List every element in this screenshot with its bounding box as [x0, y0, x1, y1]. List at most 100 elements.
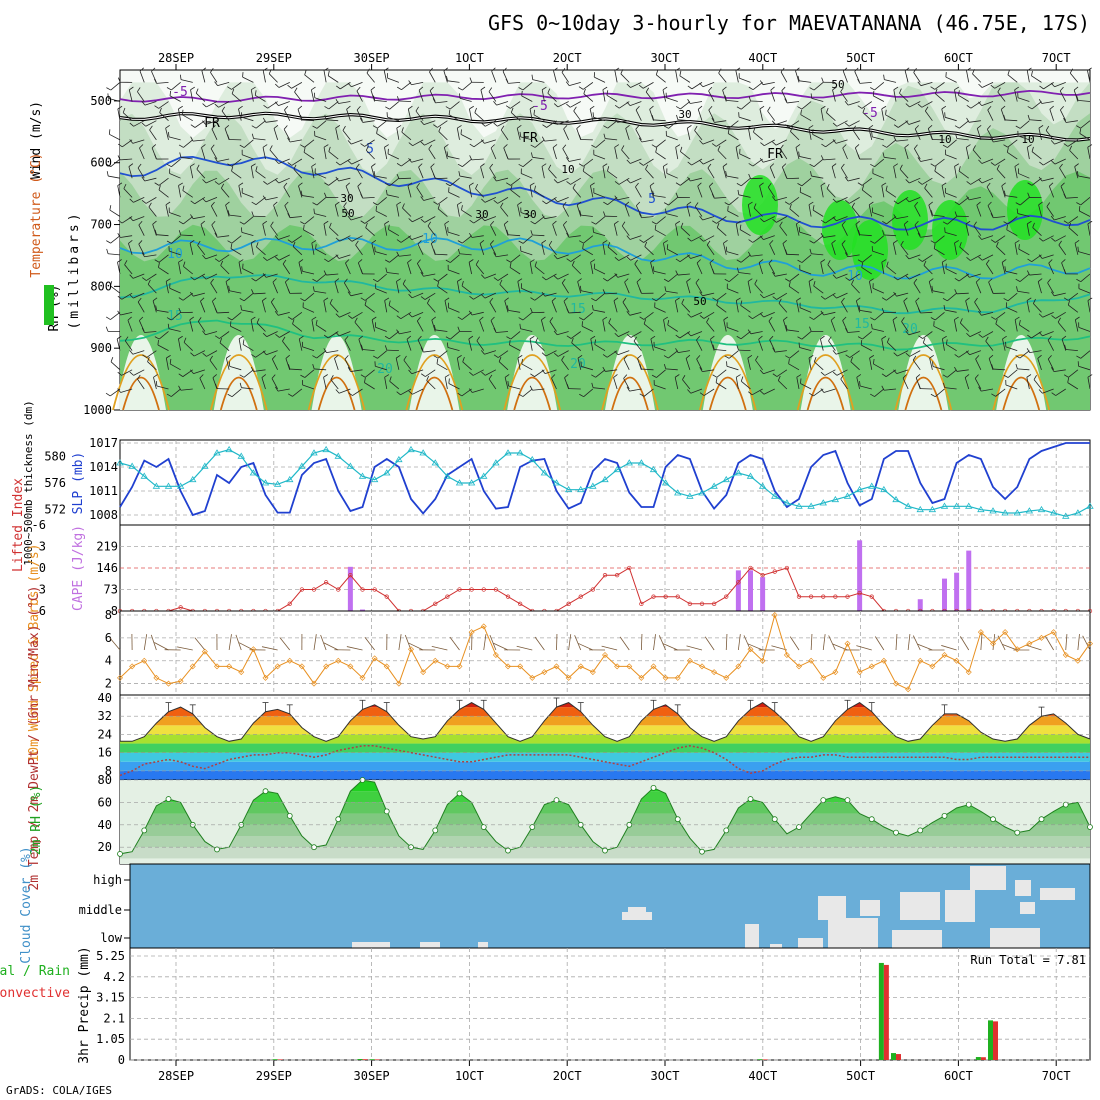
- wind-barb: [178, 185, 182, 198]
- wind-barb: [728, 197, 739, 206]
- wind-barb-flag: [1038, 237, 1044, 242]
- wind-barb: [399, 331, 412, 335]
- wind-barb: [1054, 216, 1066, 221]
- wind-barb-flag: [210, 278, 214, 284]
- wind-barb-flag: [396, 315, 402, 319]
- wind-barb-flag: [711, 193, 715, 199]
- wind-barb-flag: [748, 173, 752, 179]
- surface-wind-barb: [704, 636, 715, 651]
- wind-barb-flag: [430, 163, 435, 168]
- wind-barb-flag: [1026, 374, 1032, 378]
- thickness-marker: [904, 502, 912, 509]
- wind-speed-marker: [371, 655, 378, 662]
- wind-barb-flag: [571, 337, 574, 343]
- wind-barb-flag: [930, 317, 936, 321]
- wind-barb-flag: [844, 176, 849, 182]
- wind-barb: [396, 204, 400, 217]
- wind-barb-flag: [590, 182, 595, 186]
- wind-barb-flag: [991, 316, 996, 320]
- wind-barb: [808, 204, 812, 217]
- wind-barb-flag: [270, 221, 274, 227]
- precip-tick-label: 5.25: [96, 949, 125, 963]
- wind-barb-flag: [885, 109, 887, 115]
- wind-barb: [993, 139, 1006, 143]
- wind-barb-flag: [760, 390, 765, 395]
- wind-barb-flag: [274, 235, 279, 240]
- wind-barb-flag: [626, 101, 631, 106]
- wind-barb: [180, 156, 193, 160]
- wind-barb: [128, 243, 133, 255]
- wind-barb-flag: [608, 318, 612, 324]
- wind-barb-flag: [282, 259, 287, 265]
- wind-barb-flag: [614, 67, 620, 71]
- wind-barb: [329, 303, 339, 313]
- wind-barb: [243, 369, 254, 378]
- wind-barb: [1042, 331, 1054, 337]
- wind-barb-flag: [553, 197, 558, 203]
- wind-barb-flag: [533, 109, 536, 115]
- wind-barb-flag: [214, 81, 218, 86]
- wind-barb: [242, 268, 254, 275]
- wind-barb: [553, 70, 557, 83]
- wind-barb-flag: [506, 336, 512, 340]
- wind-barb-flag: [978, 386, 982, 392]
- thickness-marker: [868, 482, 876, 489]
- wind-barb: [630, 331, 642, 338]
- thickness-marker: [734, 469, 743, 476]
- wind-barb: [510, 189, 521, 198]
- wind-barb: [302, 346, 315, 352]
- wind-barb: [209, 359, 218, 371]
- wind-barb: [499, 284, 509, 294]
- wind-barb-flag: [810, 171, 812, 177]
- wind-barb-flag: [1063, 374, 1069, 378]
- wind-barb: [741, 380, 751, 390]
- wind-barb-flag: [272, 355, 277, 360]
- wind-barb-flag: [1076, 278, 1081, 283]
- surface-wind-barb: [917, 643, 933, 651]
- wind-barb-flag: [712, 297, 717, 301]
- wind-barb-flag: [813, 281, 816, 287]
- wind-barb-flag: [190, 214, 194, 219]
- wind-barb-flag: [195, 88, 199, 94]
- wind-barb: [1042, 388, 1054, 394]
- warm-isotherm-arc: [806, 376, 845, 411]
- wind-barb: [389, 101, 400, 110]
- wind-barb-flag: [1073, 86, 1079, 91]
- thickness-marker: [116, 459, 124, 466]
- wind-barb: [908, 196, 921, 203]
- wind-barb-flag: [433, 249, 436, 255]
- wind-barb-flag: [334, 278, 340, 282]
- wind-barb: [859, 81, 872, 84]
- wind-barb-flag: [566, 335, 572, 339]
- wind-barb: [1031, 151, 1042, 160]
- wind-barb: [923, 342, 933, 351]
- wind-barb: [416, 263, 424, 275]
- pressure-axis-label: (millibars): [67, 210, 82, 329]
- wind-barb: [677, 350, 690, 354]
- wind-barb-flag: [530, 230, 533, 236]
- wind-barb: [352, 388, 363, 396]
- wind-barb: [726, 99, 739, 102]
- precip-convective-bar: [993, 1021, 998, 1060]
- wind-barb: [377, 273, 388, 283]
- wind-barb: [447, 347, 460, 352]
- wind-barb: [799, 156, 812, 160]
- wind-barb-flag: [800, 378, 802, 384]
- wind-barb: [375, 251, 387, 256]
- wind-barb: [862, 254, 872, 263]
- thickness-marker: [989, 507, 997, 514]
- wind-barb-flag: [347, 160, 352, 165]
- wind-barb-flag: [602, 277, 608, 282]
- wind-barb-flag: [563, 125, 568, 130]
- wind-barb-flag: [696, 355, 701, 360]
- wind-barb: [165, 204, 169, 217]
- wind-barb-flag: [603, 125, 608, 129]
- wind-barb: [763, 216, 775, 223]
- wind-barb: [231, 82, 242, 90]
- wind-barb-flag: [578, 86, 584, 90]
- wind-barb: [412, 216, 424, 223]
- wind-barb-flag: [1047, 278, 1051, 284]
- wind-barb: [334, 281, 339, 294]
